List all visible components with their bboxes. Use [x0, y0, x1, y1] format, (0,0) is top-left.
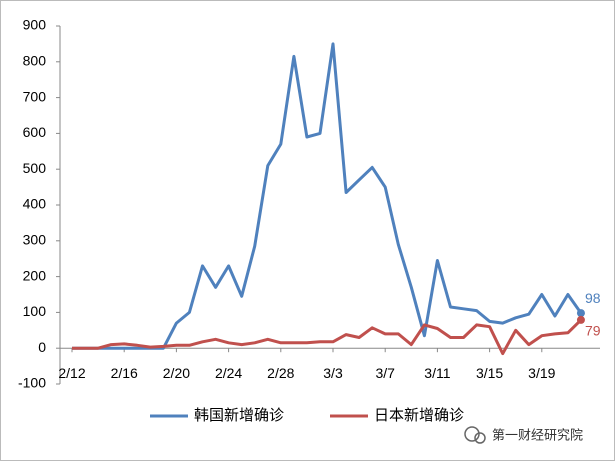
x-tick-label: 2/16 [111, 365, 138, 381]
x-tick-label: 2/20 [163, 365, 190, 381]
x-tick-label: 3/7 [375, 365, 395, 381]
watermark-text: 第一财经研究院 [492, 427, 583, 442]
watermark-icon [474, 432, 486, 444]
x-tick-label: 3/19 [528, 365, 555, 381]
y-tick-label: 700 [23, 88, 47, 104]
end-point [576, 315, 585, 324]
y-tick-label: 100 [23, 303, 47, 319]
y-tick-label: 200 [23, 267, 47, 283]
y-tick-label: 500 [23, 160, 47, 176]
y-tick-label: 400 [23, 196, 47, 212]
legend-label: 韩国新增确诊 [194, 407, 284, 424]
x-tick-label: 2/28 [267, 365, 294, 381]
x-tick-label: 3/11 [424, 365, 450, 381]
y-tick-label: 600 [23, 124, 47, 140]
watermark-icon [464, 426, 480, 442]
series-line [72, 318, 583, 356]
end-point [576, 309, 585, 318]
x-tick-label: 3/3 [323, 365, 343, 381]
y-tick-label: -100 [18, 375, 46, 391]
legend-label: 日本新增确诊 [374, 407, 464, 424]
x-tick-label: 2/24 [215, 365, 242, 381]
y-tick-label: 300 [23, 232, 47, 248]
end-label: 79 [585, 323, 601, 339]
x-tick-label: 2/12 [58, 365, 85, 381]
y-tick-label: 900 [23, 17, 47, 33]
watermark: 第一财经研究院 [464, 426, 583, 444]
end-label: 98 [585, 290, 601, 306]
y-tick-label: 0 [38, 339, 46, 355]
x-tick-label: 3/15 [476, 365, 503, 381]
y-tick-label: 800 [23, 53, 47, 69]
